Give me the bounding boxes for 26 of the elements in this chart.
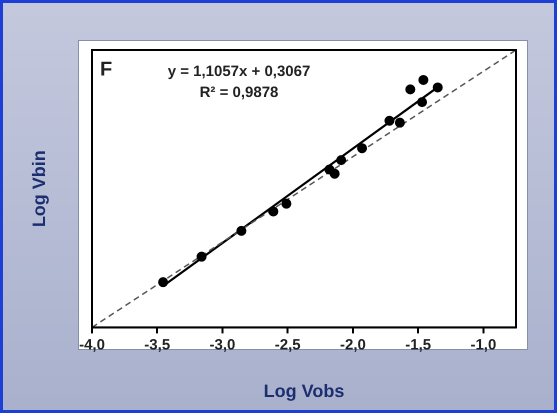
x-tick-label: -1,0 xyxy=(470,336,496,354)
annotation: y = 1,1057x + 0,3067 xyxy=(168,63,310,80)
x-tick-label: -2,5 xyxy=(274,336,301,354)
y-axis-title: Log Vbin xyxy=(28,150,49,228)
point xyxy=(330,168,340,179)
point xyxy=(357,143,368,154)
x-tick-label: -1,5 xyxy=(405,336,432,354)
point xyxy=(236,226,246,236)
point xyxy=(158,277,168,288)
point xyxy=(432,82,443,92)
point xyxy=(196,252,207,262)
x-tick-label: -2,0 xyxy=(340,336,366,354)
point xyxy=(384,116,394,126)
annotation: R² = 0,9878 xyxy=(200,84,278,102)
annotation: F xyxy=(100,58,112,81)
x-tick-label: -4,0 xyxy=(79,336,105,354)
point xyxy=(268,206,278,216)
point xyxy=(405,84,416,94)
x-tick-label: -3,5 xyxy=(144,336,170,354)
x-axis-title: Log Vobs xyxy=(264,381,344,402)
point xyxy=(417,97,428,108)
x-tick-label: -3,0 xyxy=(210,336,236,354)
point xyxy=(394,118,405,128)
point xyxy=(418,74,428,85)
point xyxy=(281,198,292,209)
point xyxy=(336,155,346,166)
